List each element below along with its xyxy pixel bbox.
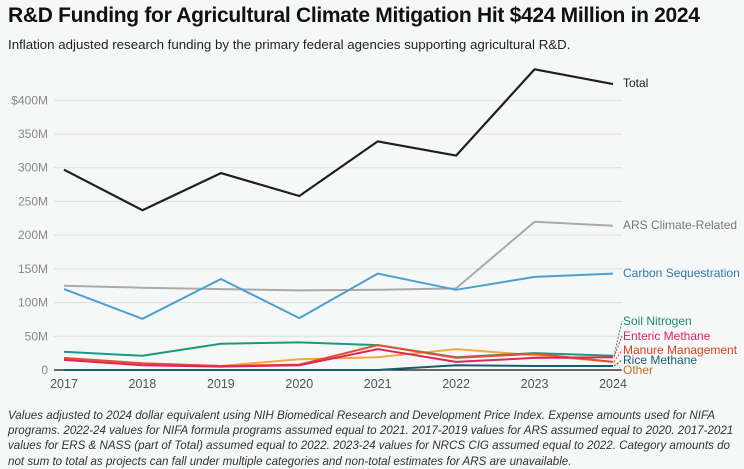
series-label-manure-management: Manure Management	[623, 343, 738, 357]
x-tick-label: 2024	[599, 377, 627, 391]
footnote: Values adjusted to 2024 dollar equivalen…	[8, 409, 734, 468]
x-tick-label: 2023	[521, 377, 549, 391]
y-tick-label: 300M	[18, 161, 48, 175]
series-labels: Total ARS Climate-Related Carbon Sequestra…	[613, 76, 740, 377]
y-tick-label: 150M	[18, 262, 48, 276]
leader-line	[613, 349, 623, 363]
y-axis: 0 50M 100M 150M 200M 250M 300M 350M $400M	[11, 93, 48, 377]
series-label-total: Total	[623, 76, 648, 90]
leader-line	[613, 359, 623, 367]
series-line-enteric-methane	[63, 348, 614, 368]
leader-line	[613, 320, 623, 356]
x-tick-label: 2020	[285, 377, 313, 391]
series-line-carbon-sequestration	[63, 272, 614, 320]
y-tick-label: 50M	[25, 329, 48, 343]
series-label-other: Other	[623, 363, 653, 377]
y-tick-label: 250M	[18, 194, 48, 208]
series-label-carbon-sequestration: Carbon Sequestration	[623, 266, 740, 280]
series-lines	[63, 68, 614, 371]
x-tick-label: 2022	[442, 377, 470, 391]
y-tick-label: 100M	[18, 296, 48, 310]
chart-subtitle: Inflation adjusted research funding by t…	[8, 37, 571, 52]
y-tick-label: 200M	[18, 228, 48, 242]
chart-title: R&D Funding for Agricultural Climate Mit…	[8, 4, 700, 27]
leader-line	[613, 361, 623, 371]
series-line-ars-climate-related	[63, 220, 614, 292]
x-tick-label: 2021	[364, 377, 392, 391]
series-label-enteric-methane: Enteric Methane	[623, 329, 711, 343]
x-tick-label: 2018	[129, 377, 157, 391]
leader-line	[613, 335, 623, 358]
x-tick-label: 2017	[50, 377, 78, 391]
y-tick-label: 350M	[18, 127, 48, 141]
series-label-ars-climate-related: ARS Climate-Related	[623, 218, 737, 232]
series-label-soil-nitrogen: Soil Nitrogen	[623, 314, 692, 328]
x-axis: 2017 2018 2019 2020 2021 2022 2023 2024	[50, 377, 627, 391]
series-label-rice-methane: Rice Methane	[623, 353, 697, 367]
series-line-manure-management	[63, 344, 614, 367]
x-tick-label: 2019	[207, 377, 235, 391]
y-tick-label: 0	[41, 363, 48, 377]
series-line-total	[63, 68, 614, 212]
series-line-rice-methane	[64, 364, 613, 371]
y-tick-label: $400M	[11, 93, 48, 107]
gridlines	[54, 99, 622, 371]
